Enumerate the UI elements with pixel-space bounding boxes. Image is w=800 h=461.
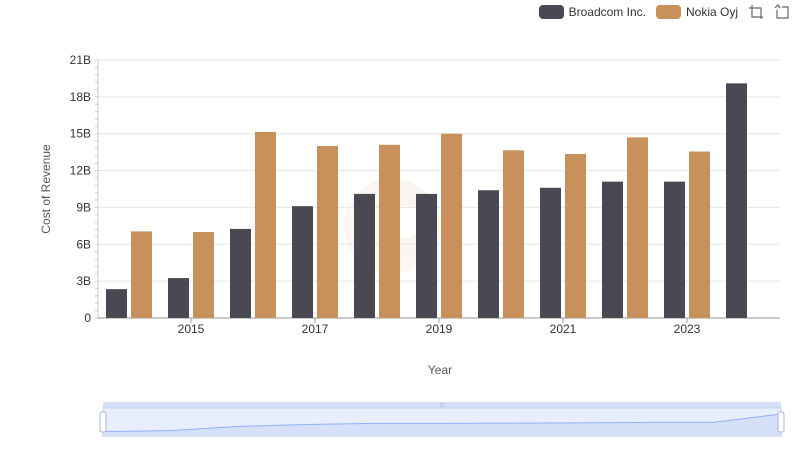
datazoom-shadow-area — [103, 413, 781, 436]
x-tick-label: 2015 — [178, 322, 205, 336]
bar-broadcom-inc--2017[interactable] — [292, 206, 313, 318]
bar-nokia-oyj-2022[interactable] — [627, 137, 648, 318]
bar-broadcom-inc--2018[interactable] — [354, 193, 375, 318]
bar-nokia-oyj-2018[interactable] — [379, 144, 400, 318]
y-tick-label: 9B — [76, 200, 91, 214]
bar-nokia-oyj-2019[interactable] — [441, 133, 462, 318]
y-tick-label: 21B — [70, 53, 91, 67]
bar-broadcom-inc--2023[interactable] — [664, 181, 685, 318]
x-tick-label: 2019 — [426, 322, 453, 336]
bar-broadcom-inc--2022[interactable] — [602, 181, 623, 318]
datazoom-right-handle[interactable] — [777, 411, 785, 433]
legend-item-1[interactable]: Broadcom Inc. — [538, 5, 646, 19]
x-tick-label: 2021 — [550, 322, 577, 336]
legend-item-2[interactable]: Nokia Oyj — [655, 5, 738, 19]
bar-broadcom-inc--2015[interactable] — [168, 278, 189, 318]
x-tick-label: 2017 — [302, 322, 329, 336]
y-axis-title: Cost of Revenue — [39, 144, 53, 234]
bar-nokia-oyj-2015[interactable] — [193, 232, 214, 318]
bar-nokia-oyj-2014[interactable] — [131, 231, 152, 318]
datazoom-slider[interactable]: ⁞⁞⁞ — [99, 402, 785, 437]
y-tick-label: 3B — [76, 274, 91, 288]
chart-legend: Broadcom Inc. Nokia Oyj — [538, 4, 790, 20]
y-tick-label: 18B — [70, 90, 91, 104]
zoom-icon[interactable] — [748, 4, 764, 20]
bar-nokia-oyj-2016[interactable] — [255, 131, 276, 318]
legend-label: Broadcom Inc. — [568, 5, 646, 19]
legend-label: Nokia Oyj — [685, 5, 738, 19]
datazoom-grip-icon: ⁞⁞⁞ — [439, 403, 444, 409]
y-tick-label: 0 — [84, 311, 91, 325]
bar-broadcom-inc--2020[interactable] — [478, 190, 499, 318]
y-tick-label: 15B — [70, 127, 91, 141]
bar-broadcom-inc--2016[interactable] — [230, 228, 251, 318]
restore-icon[interactable] — [774, 4, 790, 20]
bars-group — [106, 83, 747, 318]
datazoom-shadow-line — [102, 413, 782, 433]
bar-nokia-oyj-2017[interactable] — [317, 146, 338, 318]
datazoom-left-handle[interactable] — [99, 411, 107, 433]
datazoom-top-bar — [103, 402, 781, 408]
y-tick-label: 12B — [70, 164, 91, 178]
legend-swatch — [655, 5, 681, 19]
bar-nokia-oyj-2020[interactable] — [503, 150, 524, 318]
x-axis-title: Year — [428, 363, 452, 377]
bar-broadcom-inc--2024[interactable] — [726, 83, 747, 318]
y-tick-label: 6B — [76, 237, 91, 251]
bar-broadcom-inc--2014[interactable] — [106, 289, 127, 318]
legend-swatch — [538, 5, 564, 19]
bar-broadcom-inc--2019[interactable] — [416, 193, 437, 318]
bar-broadcom-inc--2021[interactable] — [540, 187, 561, 318]
x-tick-label: 2023 — [674, 322, 701, 336]
bar-nokia-oyj-2021[interactable] — [565, 153, 586, 318]
y-axis: 0 3B 6B 9B 12B 15B 18B 21B — [70, 53, 99, 325]
x-axis: 2015 2017 2019 2021 2023 — [98, 317, 780, 336]
bar-nokia-oyj-2023[interactable] — [689, 151, 710, 318]
